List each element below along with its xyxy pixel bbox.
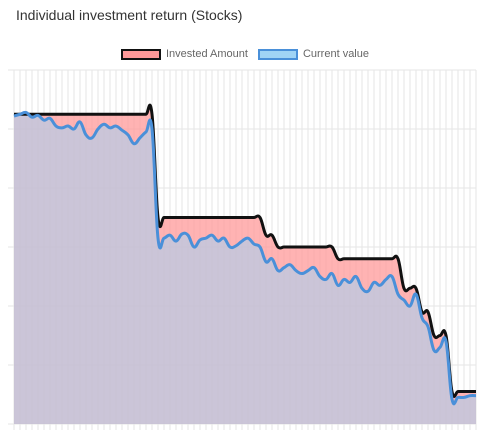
chart-title: Individual investment return (Stocks) (16, 7, 243, 23)
series-line-invested-amount (13, 103, 476, 398)
legend-label-current: Current value (302, 48, 369, 60)
series-line-current-value (13, 110, 477, 406)
chart-legend: Invested Amount Current value (0, 46, 490, 62)
legend-label-invested: Invested Amount (166, 48, 248, 60)
legend-swatch-current (257, 48, 298, 60)
legend-item-current[interactable]: Current value (257, 48, 369, 60)
series-area-current-value (14, 112, 476, 424)
legend-item-invested[interactable]: Invested Amount (121, 48, 248, 60)
legend-swatch-invested (121, 48, 161, 60)
